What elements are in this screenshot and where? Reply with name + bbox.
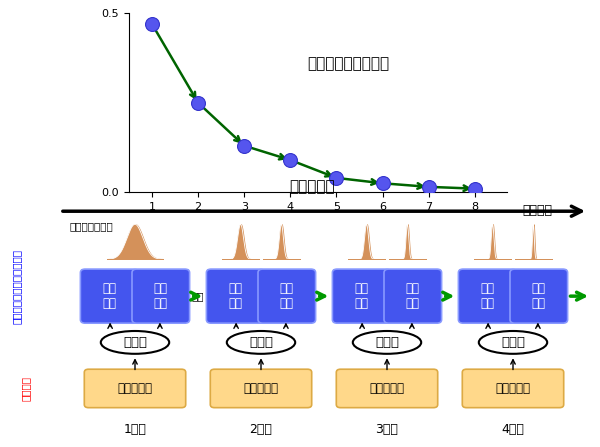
Ellipse shape [479, 331, 547, 354]
Text: ベイズ: ベイズ [249, 336, 273, 349]
Text: 1回目: 1回目 [124, 423, 146, 436]
Text: 事前
分布: 事前 分布 [102, 282, 116, 310]
Text: ベイズ: ベイズ [123, 336, 147, 349]
Ellipse shape [101, 331, 169, 354]
Text: 散乱データ: 散乱データ [370, 382, 404, 395]
Ellipse shape [353, 331, 421, 354]
Text: 事前
分布: 事前 分布 [480, 282, 494, 310]
Text: ベイズ: ベイズ [501, 336, 525, 349]
Text: 散乱データ: 散乱データ [244, 382, 278, 395]
Text: 事後
分布: 事後 分布 [280, 282, 294, 310]
Text: 事前
分布: 事前 分布 [228, 282, 242, 310]
Text: 事前
分布: 事前 分布 [354, 282, 368, 310]
Text: （真の感度）見えない状態: （真の感度）見えない状態 [12, 249, 22, 324]
Text: 観測結果: 観測結果 [20, 376, 30, 401]
Text: 2回目: 2回目 [250, 423, 272, 436]
Text: 事後
分布: 事後 分布 [154, 282, 168, 310]
Text: ベイズ: ベイズ [375, 336, 399, 349]
Text: 補正係数のばらつき: 補正係数のばらつき [307, 56, 389, 71]
Text: 事後
分布: 事後 分布 [532, 282, 546, 310]
Text: 散乱データ: 散乱データ [118, 382, 152, 395]
Ellipse shape [227, 331, 295, 354]
Text: 4回目: 4回目 [502, 423, 524, 436]
Text: 更新回数: 更新回数 [522, 203, 552, 217]
Text: 3回目: 3回目 [376, 423, 398, 436]
Text: 真の感度へ: 真の感度へ [289, 179, 335, 194]
Text: 補正係数の分布: 補正係数の分布 [69, 221, 113, 231]
Text: 更新: 更新 [192, 291, 204, 301]
Text: 散乱データ: 散乱データ [496, 382, 530, 395]
Text: 事後
分布: 事後 分布 [406, 282, 420, 310]
